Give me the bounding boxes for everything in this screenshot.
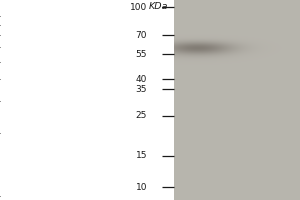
Text: 100: 100 bbox=[130, 3, 147, 12]
Text: 35: 35 bbox=[136, 85, 147, 94]
Text: 15: 15 bbox=[136, 151, 147, 160]
Text: 10: 10 bbox=[136, 183, 147, 192]
Text: 55: 55 bbox=[136, 50, 147, 59]
Text: 25: 25 bbox=[136, 111, 147, 120]
Text: 40: 40 bbox=[136, 75, 147, 84]
Text: 70: 70 bbox=[136, 31, 147, 40]
Text: KDa: KDa bbox=[148, 2, 168, 11]
